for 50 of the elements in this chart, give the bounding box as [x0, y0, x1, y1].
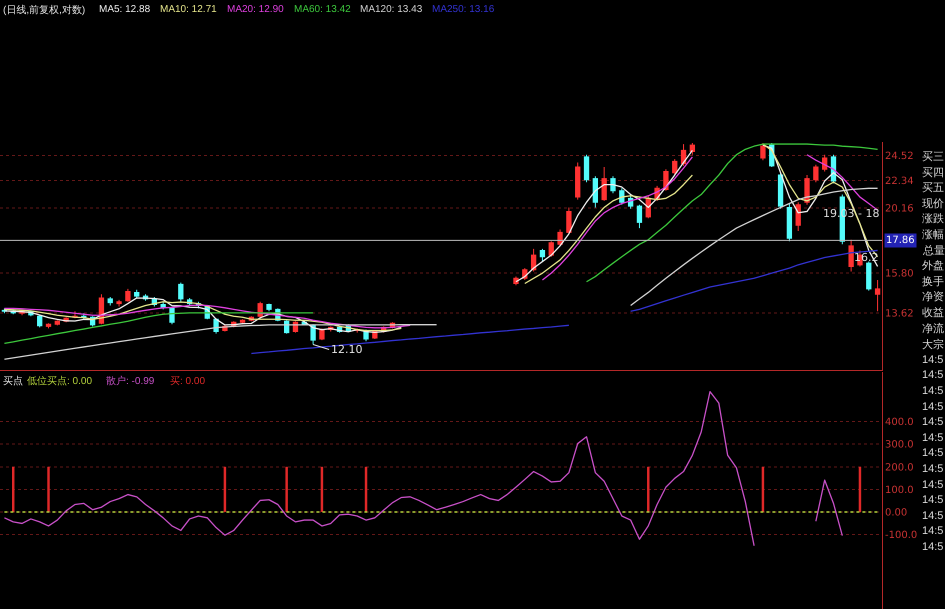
text: 外盘	[922, 260, 944, 272]
y-tick-label: 100.0	[885, 484, 914, 496]
y-tick-label: 20.16	[885, 203, 914, 214]
text: 14:5	[922, 494, 944, 506]
text: 净资	[922, 291, 944, 303]
y-tick-label: -100.0	[885, 530, 918, 542]
annotation: 12.10	[331, 343, 362, 356]
text: 买四	[922, 167, 944, 179]
text: 净流	[922, 322, 944, 335]
text: 低位买点: 0.00	[27, 375, 92, 387]
text: 14:5	[922, 463, 944, 475]
text: 14:5	[922, 354, 944, 366]
text: 14:5	[922, 432, 944, 444]
text: MA20: 12.90	[227, 4, 284, 15]
text: 换手	[922, 275, 944, 288]
text: MA120: 13.43	[360, 4, 423, 15]
text: 买五	[922, 182, 944, 194]
text: 14:5	[922, 385, 944, 397]
y-tick-label: 22.34	[885, 176, 914, 188]
ref-line-label: 17.86	[886, 235, 915, 246]
text: 现价	[922, 198, 944, 210]
text: 14:5	[922, 510, 944, 522]
y-tick-label: 24.52	[885, 151, 914, 162]
text: 买: 0.00	[170, 376, 206, 387]
y-tick-label: 400.0	[885, 417, 914, 428]
chart-title: (日线,前复权,对数)	[3, 4, 86, 16]
text: 涨跌	[922, 213, 944, 225]
text: 总量	[922, 244, 945, 257]
text: 收益	[922, 307, 944, 319]
text: MA250: 13.16	[432, 4, 495, 15]
text: 14:5	[922, 416, 944, 428]
y-tick-label: 0.00	[885, 507, 908, 518]
y-tick-label: 15.80	[885, 268, 914, 280]
text: 14:5	[922, 541, 944, 553]
text: MA5: 12.88	[99, 4, 151, 15]
text: MA10: 12.71	[160, 4, 218, 15]
y-tick-label: 200.0	[885, 462, 914, 474]
text: 14:5	[922, 369, 944, 381]
chart-title: 买点	[3, 375, 23, 387]
text: 14:5	[922, 479, 944, 491]
text: 买三	[922, 151, 944, 163]
text: 散户: -0.99	[106, 375, 155, 387]
y-tick-label: 13.62	[885, 308, 914, 320]
text: MA60: 13.42	[294, 4, 352, 15]
text: 14:5	[922, 401, 944, 413]
text: 14:5	[922, 525, 944, 537]
text: 14:5	[922, 447, 944, 459]
y-tick-label: 300.0	[885, 440, 914, 451]
text: 涨幅	[922, 229, 944, 241]
text: 大宗	[922, 338, 944, 351]
